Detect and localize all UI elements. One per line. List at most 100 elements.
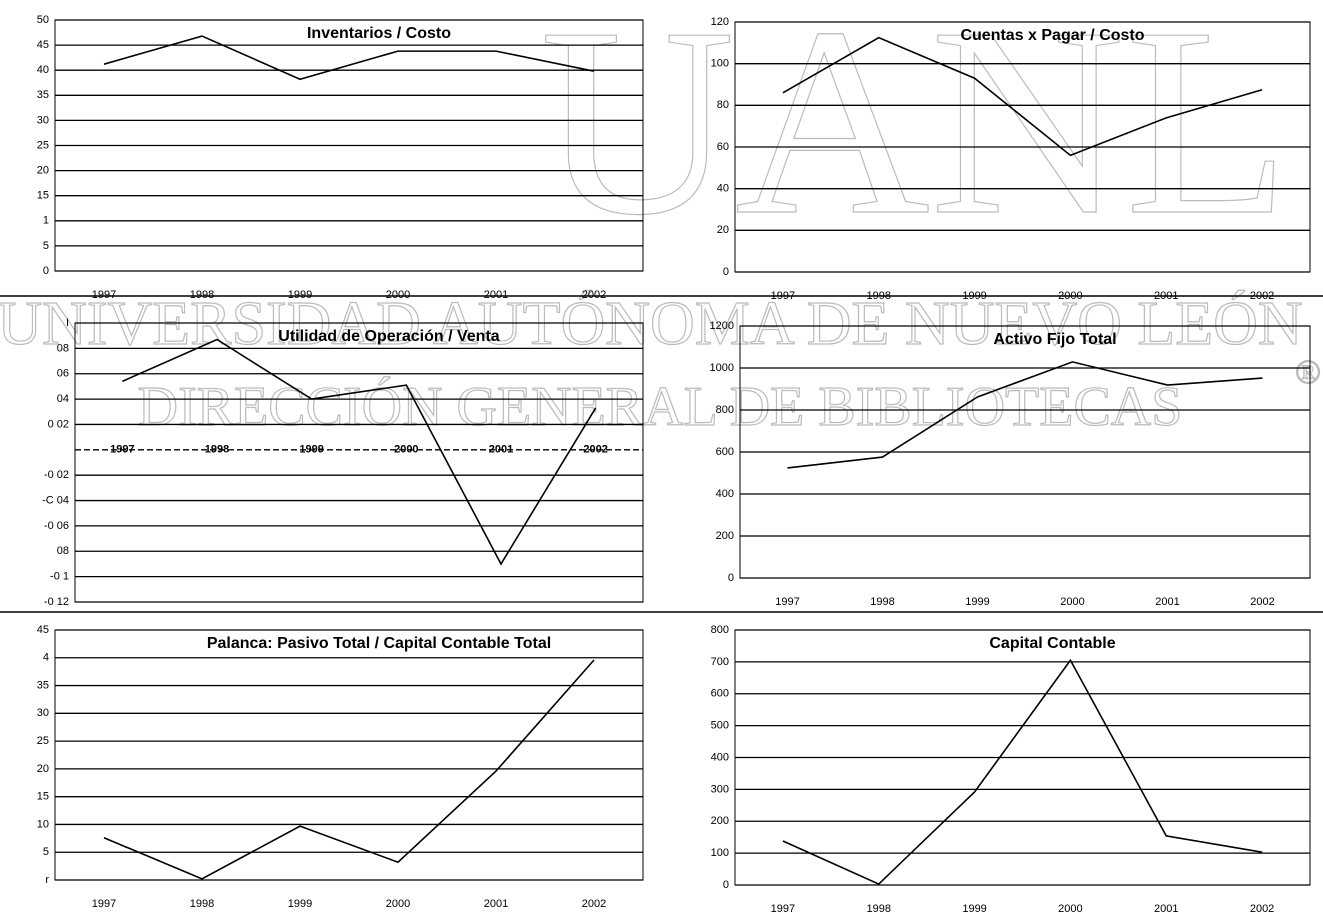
x-tick-label: 1998 xyxy=(205,444,229,456)
x-tick-label: 1997 xyxy=(110,444,134,456)
x-tick-label: 1997 xyxy=(92,898,116,910)
y-tick-label: 200 xyxy=(711,815,729,827)
data-line xyxy=(782,36,1263,157)
y-tick-label: r xyxy=(45,874,49,886)
y-tick-label: -0 1 xyxy=(50,571,69,583)
chart-title: Cuentas x Pagar / Costo xyxy=(960,27,1144,44)
x-tick-label: 1999 xyxy=(962,903,986,914)
x-tick-label: 1997 xyxy=(771,903,795,914)
y-tick-label: 04 xyxy=(57,393,69,405)
y-tick-label: 0 xyxy=(728,572,734,584)
plot-area xyxy=(54,629,644,881)
y-tick-label: 30 xyxy=(37,114,49,126)
chart-title: Inventarios / Costo xyxy=(307,25,451,42)
y-tick-label: 400 xyxy=(711,751,729,763)
y-tick-label: 80 xyxy=(717,99,729,111)
chart-title: Capital Contable xyxy=(989,635,1115,652)
x-tick-label: 2000 xyxy=(1060,596,1084,608)
y-tick-label: 1 xyxy=(43,215,49,227)
x-tick-label: 2000 xyxy=(1058,903,1082,914)
x-tick-label: 1997 xyxy=(775,596,799,608)
x-tick-label: 2000 xyxy=(386,289,410,301)
x-tick-label: 2001 xyxy=(1154,903,1178,914)
y-tick-label: -0 12 xyxy=(44,596,69,608)
y-tick-label: I xyxy=(66,317,69,329)
y-tick-label: 300 xyxy=(711,783,729,795)
y-tick-label: 40 xyxy=(37,64,49,76)
x-tick-label: 1999 xyxy=(965,596,989,608)
y-tick-label: 35 xyxy=(37,89,49,101)
y-tick-label: 5 xyxy=(43,846,49,858)
x-tick-label: 2001 xyxy=(484,289,508,301)
y-tick-label: -0 02 xyxy=(44,469,69,481)
y-tick-label: 20 xyxy=(717,224,729,236)
y-tick-label: 25 xyxy=(37,735,49,747)
y-tick-label: 08 xyxy=(57,342,69,354)
y-tick-label: 50 xyxy=(37,14,49,26)
x-tick-label: 2000 xyxy=(386,898,410,910)
y-tick-label: 600 xyxy=(716,446,734,458)
chart-title: Palanca: Pasivo Total / Capital Contable… xyxy=(207,635,551,652)
x-tick-label: 2001 xyxy=(489,444,513,456)
y-tick-label: -C 04 xyxy=(42,494,69,506)
x-tick-label: 1999 xyxy=(299,444,323,456)
data-line xyxy=(103,35,595,81)
y-tick-label: 15 xyxy=(37,791,49,803)
x-tick-label: 2002 xyxy=(1250,903,1274,914)
y-tick-label: 1200 xyxy=(710,320,734,332)
x-tick-label: 2002 xyxy=(1250,596,1274,608)
y-tick-label: 600 xyxy=(711,688,729,700)
y-tick-label: 60 xyxy=(717,141,729,153)
data-line xyxy=(782,658,1263,885)
x-tick-label: 1998 xyxy=(867,903,891,914)
y-tick-label: 100 xyxy=(711,847,729,859)
y-tick-label: 35 xyxy=(37,679,49,691)
y-tick-label: 0 02 xyxy=(48,418,69,430)
y-tick-label: 08 xyxy=(57,545,69,557)
y-tick-label: 25 xyxy=(37,139,49,151)
x-tick-label: 1998 xyxy=(190,289,214,301)
x-tick-label: 1998 xyxy=(867,290,891,302)
y-tick-label: 06 xyxy=(57,368,69,380)
y-tick-label: 0 xyxy=(723,266,729,278)
x-tick-label: 2001 xyxy=(1155,596,1179,608)
y-tick-label: 5 xyxy=(43,240,49,252)
y-tick-label: 0 xyxy=(723,879,729,891)
y-tick-label: 400 xyxy=(716,488,734,500)
y-tick-label: 45 xyxy=(37,624,49,636)
x-tick-label: 1998 xyxy=(870,596,894,608)
watermark: UANL UNIVERSIDAD AUTÓNOMA DE NUEVO LEÓN … xyxy=(0,0,1322,438)
y-tick-label: 200 xyxy=(716,530,734,542)
y-tick-label: 20 xyxy=(37,165,49,177)
x-tick-label: 2002 xyxy=(1250,290,1274,302)
watermark-line: DIRECCIÓN GENERAL DE BIBLIOTECAS xyxy=(138,375,1183,438)
x-tick-label: 2000 xyxy=(394,444,418,456)
y-tick-label: 800 xyxy=(711,624,729,636)
chart-title: Activo Fijo Total xyxy=(993,331,1116,348)
x-tick-label: 1997 xyxy=(92,289,116,301)
y-tick-label: 800 xyxy=(716,404,734,416)
x-tick-label: 2002 xyxy=(583,444,607,456)
y-tick-label: 10 xyxy=(37,818,49,830)
y-tick-label: 0 xyxy=(43,265,49,277)
x-tick-label: 1999 xyxy=(962,290,986,302)
x-tick-label: 2001 xyxy=(1154,290,1178,302)
x-tick-label: 2002 xyxy=(582,289,606,301)
x-tick-label: 2002 xyxy=(582,898,606,910)
x-tick-label: 1999 xyxy=(288,898,312,910)
data-line xyxy=(122,338,597,566)
watermark-logo: UANL xyxy=(540,0,1290,271)
watermark-mark: ® xyxy=(1295,354,1321,391)
chart-title: Utilidad de Operación / Venta xyxy=(278,328,499,345)
y-tick-label: 500 xyxy=(711,720,729,732)
y-tick-label: 100 xyxy=(711,58,729,70)
y-tick-label: 15 xyxy=(37,190,49,202)
y-tick-label: 40 xyxy=(717,183,729,195)
y-tick-label: -0 06 xyxy=(44,520,69,532)
y-tick-label: 4 xyxy=(43,652,49,664)
y-tick-label: 1000 xyxy=(710,362,734,374)
watermark-line: UNIVERSIDAD AUTÓNOMA DE NUEVO LEÓN xyxy=(0,290,1303,358)
y-tick-label: 20 xyxy=(37,763,49,775)
x-tick-label: 2000 xyxy=(1058,290,1082,302)
